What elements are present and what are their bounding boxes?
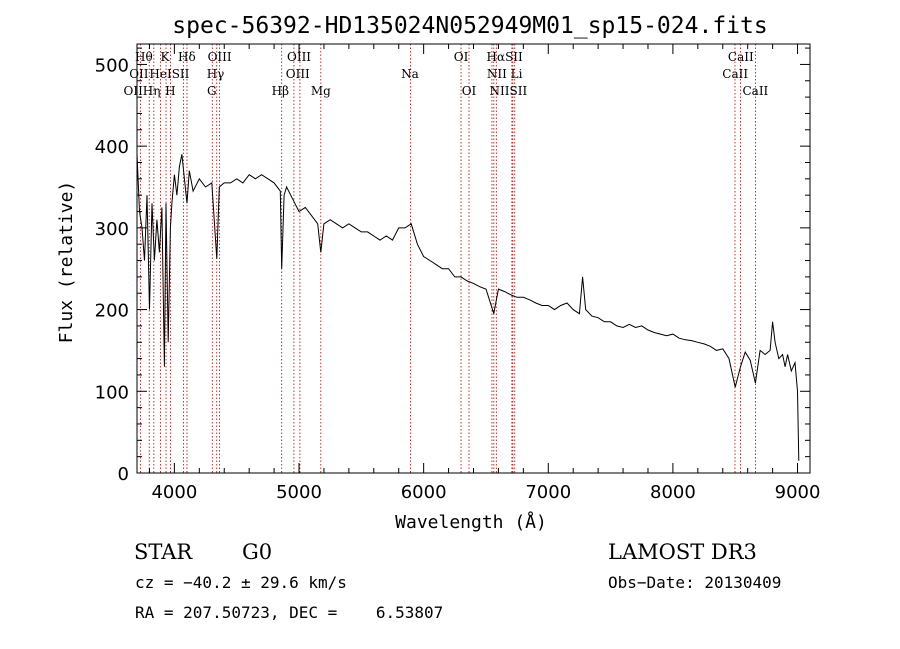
line-label-8: OII (129, 67, 149, 81)
axis-ticks: 4000 5000 6000 7000 8000 9000 0 100 200 300 400 500 (95, 44, 821, 503)
y-tick-label-2: 200 (95, 301, 129, 322)
line-label-12: Na (401, 67, 419, 81)
chart-title: spec-56392-HD135024N052949M01_sp15-024.f… (172, 13, 767, 39)
line-label-11: OIII (286, 67, 310, 81)
line-label-16: H (165, 84, 175, 98)
line-label-2: Hδ (178, 50, 196, 64)
line-label-13: NII Li (487, 67, 523, 81)
redshift-cz: cz = −40.2 ± 29.6 km/s (135, 573, 347, 592)
x-tick-label-0: 4000 (151, 482, 197, 503)
line-label-19: Mg (311, 84, 331, 98)
spectrum-line (136, 154, 800, 461)
line-label-17: G (207, 84, 217, 98)
observation-date: Obs−Date: 20130409 (608, 573, 782, 592)
y-tick-label-3: 300 (95, 219, 129, 240)
spectral-line-labels: Hθ K Hδ OIII OIII OI HαSII CaII OII HeISII Hγ OIII N… (123, 50, 768, 98)
line-label-7: CaII (728, 50, 754, 64)
coordinates: RA = 207.50723, DEC = 6.53807 (135, 603, 444, 622)
survey-name: LAMOST DR3 (608, 540, 757, 564)
y-tick-label-0: 0 (118, 464, 129, 485)
x-tick-label-2: 6000 (401, 482, 447, 503)
y-axis-label: Flux (relative) (56, 181, 77, 344)
x-tick-label-1: 5000 (276, 482, 322, 503)
y-tick-label-5: 500 (95, 55, 129, 76)
x-tick-label-5: 9000 (775, 482, 821, 503)
x-tick-label-4: 8000 (650, 482, 696, 503)
line-label-1: K (161, 50, 171, 64)
x-axis-label: Wavelength (Å) (395, 511, 547, 533)
line-label-4: OIII (287, 50, 311, 64)
object-subclass: G0 (242, 540, 273, 564)
line-label-21: NIISII (490, 84, 528, 98)
x-tick-label-3: 7000 (525, 482, 571, 503)
line-label-18: Hβ (272, 84, 289, 98)
line-label-9: HeISII (149, 67, 189, 81)
plot-frame (136, 43, 811, 474)
line-label-14: CaII (722, 67, 748, 81)
line-label-10: Hγ (207, 67, 225, 81)
line-label-0: Hθ (135, 50, 153, 64)
y-tick-label-1: 100 (95, 382, 129, 403)
spectral-line-markers (139, 44, 756, 473)
line-label-22: CaII (742, 84, 768, 98)
line-label-5: OI (454, 50, 469, 64)
line-label-20: OI (462, 84, 477, 98)
line-label-3: OIII (208, 50, 232, 64)
y-tick-label-4: 400 (95, 137, 129, 158)
line-label-15: OIIHη (123, 84, 160, 98)
line-label-6: HαSII (487, 50, 524, 64)
object-class: STAR (134, 540, 193, 564)
